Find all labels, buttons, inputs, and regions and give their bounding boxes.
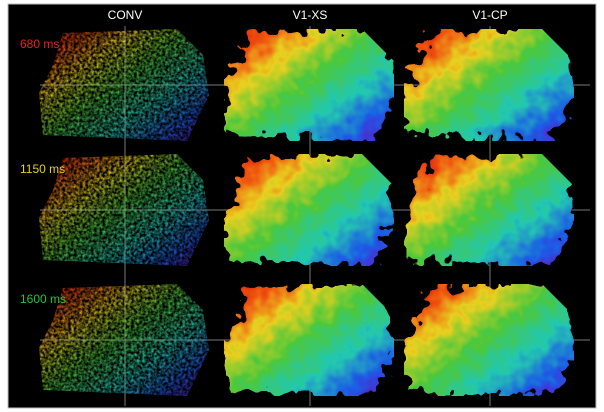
map-surface — [404, 284, 574, 396]
column-header: CONV — [108, 8, 143, 22]
map-panel — [404, 154, 574, 266]
panels — [39, 29, 574, 396]
figure: CONV V1-XS V1-CP 680 ms 1150 ms 1600 ms — [0, 0, 604, 412]
map-panel — [404, 284, 574, 396]
map-panel — [39, 29, 209, 141]
map-surface — [404, 154, 574, 266]
map-panel — [404, 29, 574, 141]
row-label: 1150 ms — [20, 162, 65, 176]
map-panel — [224, 154, 394, 266]
map-panel — [224, 29, 394, 141]
column-header: V1-XS — [293, 8, 328, 22]
map-surface — [224, 29, 394, 141]
row-label: 1600 ms — [20, 292, 66, 306]
column-header: V1-CP — [472, 8, 507, 22]
row-label: 680 ms — [20, 37, 59, 51]
map-surface — [39, 29, 209, 141]
map-surface — [224, 284, 394, 396]
map-surface — [224, 154, 394, 266]
page: CONVV1-XSV1-CP680 ms1150 ms1600 ms (() =… — [0, 0, 604, 412]
map-panel — [224, 284, 394, 396]
map-surface — [404, 29, 574, 141]
